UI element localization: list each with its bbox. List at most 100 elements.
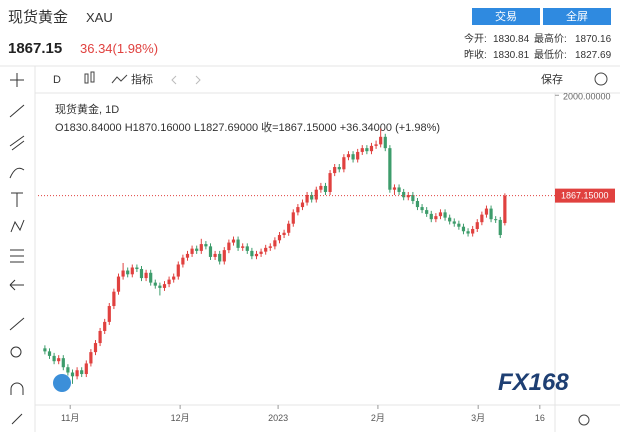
candle-body (52, 355, 56, 362)
candle-body (250, 250, 254, 257)
candle-body (57, 358, 61, 362)
x-tick-label: 11月 (61, 413, 79, 423)
stat-label: 昨收: (464, 48, 487, 61)
candle-body (231, 239, 236, 243)
candle-body (480, 214, 484, 223)
candle-body (213, 253, 217, 257)
undo-redo[interactable] (171, 75, 201, 85)
candle-body (208, 246, 213, 257)
indicator-icon[interactable] (111, 74, 128, 84)
candle-body (323, 185, 328, 192)
candle-body (139, 269, 144, 279)
candle-body (259, 251, 263, 254)
candle-body (66, 367, 70, 373)
last-price-tag (555, 188, 615, 203)
candle-body (425, 210, 429, 214)
candle-body (342, 157, 346, 170)
candle-body (264, 247, 268, 252)
fullscreen-label[interactable]: 全屏 (566, 9, 588, 23)
candle-body (471, 228, 475, 234)
candle-body (346, 154, 351, 158)
stat-value: 1827.69 (575, 50, 612, 61)
candle-body (227, 242, 231, 251)
candle-body (130, 267, 134, 275)
x-tick-label: 3月 (471, 413, 485, 423)
stat-label: 最高价: (534, 32, 567, 45)
candle-body (388, 148, 392, 190)
stat-label: 今开: (464, 32, 487, 45)
candle-body (43, 348, 47, 352)
candle-body (172, 276, 176, 280)
candle-body (181, 257, 185, 265)
fullscreen-button[interactable] (543, 8, 611, 25)
candle-body (305, 194, 309, 203)
candle-body (494, 219, 498, 221)
candle-body (448, 217, 452, 222)
candle-body (356, 151, 360, 160)
candle-body (411, 194, 415, 202)
x-tick-label: 12月 (171, 413, 190, 423)
legend-title: 现货黄金, 1D (55, 102, 119, 116)
candle-body (282, 232, 286, 236)
asset-symbol: XAU (86, 10, 113, 25)
candle-body (360, 148, 364, 152)
candle-body (176, 264, 180, 277)
candle-body (204, 244, 208, 247)
candle-body (89, 352, 93, 364)
drawing-tools[interactable] (9, 73, 25, 425)
candle-body (406, 194, 410, 198)
trade-label[interactable]: 交易 (495, 9, 517, 23)
candle-body (190, 248, 194, 254)
candle-body (379, 136, 383, 145)
candle-body (287, 223, 291, 233)
candle-body (434, 216, 438, 220)
candle-body (457, 223, 461, 227)
candle-body (300, 202, 305, 208)
candle-body (80, 370, 84, 375)
stat-value: 1830.81 (493, 50, 530, 61)
candle-body (319, 185, 323, 190)
candle-body (466, 231, 470, 234)
candle-body (121, 270, 125, 277)
candle-body (47, 351, 52, 356)
candle-body (365, 148, 369, 152)
candle-body (383, 136, 387, 149)
candle-body (484, 208, 489, 215)
candle-body (337, 167, 341, 170)
candle-body (135, 267, 139, 270)
x-tick-label: 16 (535, 413, 545, 423)
candle-body (402, 191, 406, 198)
candle-body (397, 187, 401, 192)
candle-body (498, 219, 502, 236)
candle-body (392, 187, 397, 190)
candle-body (195, 248, 199, 251)
interval[interactable]: D (53, 74, 61, 86)
candle-body (489, 208, 493, 220)
candle-body (167, 279, 171, 285)
candle-body (158, 285, 162, 288)
candle-icon[interactable] (84, 73, 89, 84)
candle-body (245, 246, 249, 251)
candle-body (126, 270, 130, 275)
watermark: FX168 (498, 369, 569, 396)
candle-body (84, 363, 88, 375)
axis-settings[interactable] (578, 414, 590, 426)
candle-body (461, 226, 466, 232)
candle-body (369, 145, 374, 152)
candle-body (61, 358, 65, 368)
candle-body (374, 144, 378, 146)
candle-body (443, 212, 447, 218)
candle-body (328, 173, 332, 192)
trade-button[interactable] (472, 8, 540, 25)
indicators[interactable]: 指标 (131, 72, 153, 86)
candle-icon[interactable] (90, 71, 95, 83)
candle-body (199, 244, 203, 251)
candle-body (149, 272, 153, 283)
candle-body (420, 207, 424, 211)
y-tick-label: 2000.00000 (563, 91, 611, 101)
candle-body (296, 207, 300, 213)
settings[interactable] (594, 72, 608, 86)
candle-body (475, 222, 479, 229)
candle-body (103, 321, 107, 331)
save[interactable]: 保存 (541, 72, 563, 86)
